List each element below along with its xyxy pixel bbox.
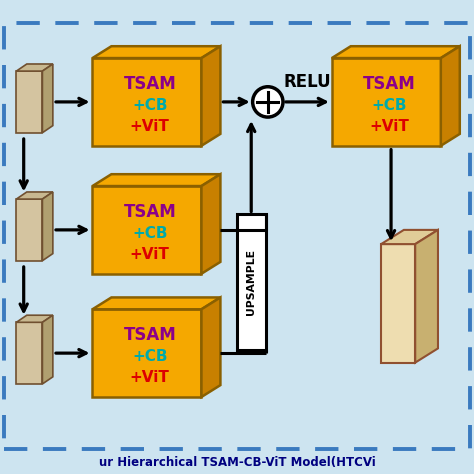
- Text: TSAM: TSAM: [363, 75, 416, 93]
- Polygon shape: [441, 46, 460, 146]
- Polygon shape: [17, 71, 43, 133]
- Polygon shape: [381, 230, 438, 244]
- Bar: [237, 215, 266, 350]
- Polygon shape: [92, 174, 220, 186]
- Text: +CB: +CB: [132, 349, 167, 364]
- Text: +ViT: +ViT: [130, 247, 170, 262]
- Polygon shape: [92, 310, 201, 397]
- Circle shape: [253, 87, 283, 117]
- Polygon shape: [92, 186, 201, 273]
- Polygon shape: [92, 58, 201, 146]
- Text: +ViT: +ViT: [369, 119, 409, 134]
- Text: +ViT: +ViT: [130, 370, 170, 385]
- Polygon shape: [17, 322, 43, 384]
- Polygon shape: [332, 58, 441, 146]
- Polygon shape: [201, 46, 220, 146]
- Polygon shape: [92, 46, 220, 58]
- Polygon shape: [415, 230, 438, 363]
- Polygon shape: [17, 64, 53, 71]
- Polygon shape: [92, 298, 220, 310]
- Text: TSAM: TSAM: [123, 203, 176, 221]
- Text: TSAM: TSAM: [123, 326, 176, 344]
- Polygon shape: [43, 192, 53, 261]
- Text: ur Hierarchical TSAM-CB-ViT Model(HTCVi: ur Hierarchical TSAM-CB-ViT Model(HTCVi: [99, 456, 375, 469]
- Polygon shape: [201, 174, 220, 273]
- Polygon shape: [381, 244, 415, 363]
- Polygon shape: [43, 315, 53, 384]
- Polygon shape: [17, 192, 53, 199]
- Text: UPSAMPLE: UPSAMPLE: [246, 249, 256, 315]
- Text: +CB: +CB: [372, 98, 407, 113]
- Text: TSAM: TSAM: [123, 75, 176, 93]
- Polygon shape: [17, 315, 53, 322]
- Text: RELU: RELU: [283, 73, 331, 91]
- Polygon shape: [201, 298, 220, 397]
- Text: +CB: +CB: [132, 98, 167, 113]
- Text: +ViT: +ViT: [130, 119, 170, 134]
- Polygon shape: [17, 199, 43, 261]
- Text: +CB: +CB: [132, 226, 167, 241]
- Polygon shape: [332, 46, 460, 58]
- Polygon shape: [43, 64, 53, 133]
